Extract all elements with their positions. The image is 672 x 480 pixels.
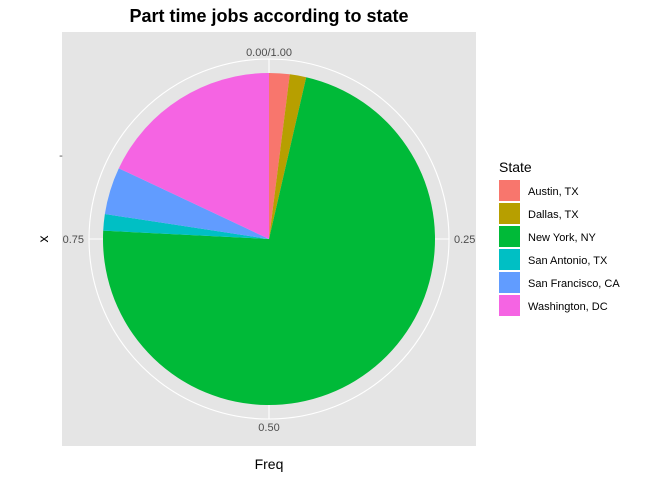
pie-slice-5: [118, 73, 269, 239]
y-axis-title: x: [35, 236, 51, 243]
y-tick-label: -: [59, 150, 63, 162]
legend-key-5: [499, 295, 520, 316]
legend: Austin, TX Dallas, TX New York, NY San Anto…: [499, 180, 620, 316]
legend-key-2: [499, 226, 520, 247]
theta-tick-label-3: 0.75: [63, 234, 84, 246]
pie-slice-3: [103, 214, 270, 239]
chart-title: Part time jobs according to state: [129, 6, 408, 26]
pie-slice-0: [269, 73, 290, 239]
x-axis-title: Freq: [255, 456, 284, 472]
legend-key-3: [499, 249, 520, 270]
legend-title: State: [499, 159, 532, 175]
pie-slice-4: [104, 168, 269, 239]
pie-slice-1: [269, 74, 307, 239]
legend-label-2: New York, NY: [528, 232, 597, 244]
legend-label-0: Austin, TX: [528, 186, 579, 198]
legend-label-3: San Antonio, TX: [528, 255, 608, 267]
pie-slice-2: [103, 77, 436, 406]
tick-layer: 0.00/1.00 0.25 0.50 0.75: [63, 47, 476, 434]
theta-tick-label-0: 0.00/1.00: [246, 47, 292, 59]
legend-label-5: Washington, DC: [528, 301, 608, 313]
legend-key-0: [499, 180, 520, 201]
legend-key-1: [499, 203, 520, 224]
legend-label-1: Dallas, TX: [528, 209, 579, 221]
legend-key-4: [499, 272, 520, 293]
theta-tick-label-2: 0.50: [258, 422, 279, 434]
legend-label-4: San Francisco, CA: [528, 278, 620, 290]
theta-tick-label-1: 0.25: [454, 234, 475, 246]
slice-layer: [103, 73, 436, 406]
